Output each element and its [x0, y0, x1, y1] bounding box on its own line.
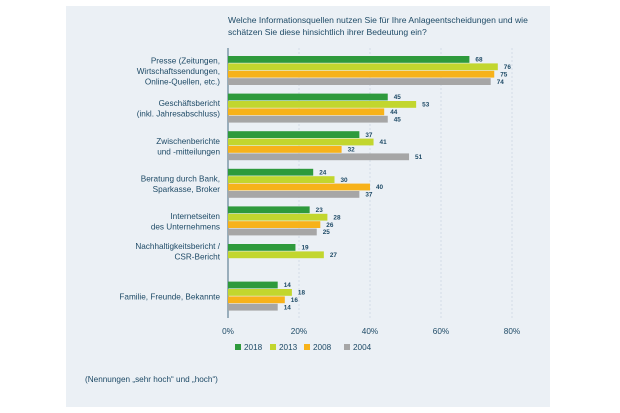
bar — [228, 131, 360, 138]
x-tick-label: 20% — [291, 327, 307, 336]
data-label: 27 — [330, 252, 338, 259]
category-label: Wirtschaftssendungen, — [137, 67, 220, 76]
bar — [228, 176, 335, 183]
bar — [228, 115, 388, 123]
bar — [228, 244, 296, 251]
legend-label: 2018 — [244, 343, 263, 352]
category-label: (inkl. Jahresabschluss) — [137, 110, 221, 119]
x-tick-label: 80% — [504, 327, 520, 336]
bar — [228, 101, 417, 108]
bar — [228, 93, 388, 101]
data-label: 37 — [365, 192, 373, 199]
bar — [228, 108, 385, 116]
bar — [228, 206, 310, 214]
bar — [228, 251, 324, 259]
footnote: (Nennungen „sehr hoch“ und „hoch“) — [85, 375, 218, 384]
bar — [228, 146, 342, 153]
bar — [228, 213, 328, 221]
category-label: Sparkasse, Broker — [153, 185, 221, 194]
bar — [228, 138, 374, 146]
data-label: 37 — [365, 132, 373, 139]
data-label: 74 — [497, 79, 505, 86]
data-label: 14 — [284, 304, 292, 311]
bar — [228, 289, 292, 296]
bar — [228, 78, 491, 85]
data-label: 75 — [500, 71, 508, 78]
bar — [228, 191, 360, 198]
bar — [228, 183, 370, 191]
legend-label: 2004 — [353, 343, 372, 352]
legend-label: 2013 — [279, 343, 298, 352]
data-label: 76 — [504, 64, 512, 71]
category-label: Presse (Zeitungen, — [151, 56, 220, 65]
data-label: 44 — [390, 109, 398, 116]
data-label: 18 — [298, 290, 306, 297]
category-label: und -mitteilungen — [157, 147, 220, 156]
legend-swatch — [304, 344, 310, 350]
bar — [228, 303, 278, 311]
x-tick-label: 0% — [222, 327, 234, 336]
category-label: Geschäftsbericht — [159, 99, 221, 108]
data-label: 14 — [284, 282, 292, 289]
bar — [228, 153, 410, 161]
data-label: 45 — [394, 116, 402, 123]
data-label: 40 — [376, 184, 384, 191]
bar — [228, 221, 321, 228]
x-tick-label: 40% — [362, 327, 378, 336]
data-label: 32 — [348, 147, 356, 154]
legend-swatch — [235, 344, 241, 350]
data-label: 45 — [394, 94, 402, 101]
data-label: 23 — [316, 207, 324, 214]
x-tick-label: 60% — [433, 327, 449, 336]
data-label: 28 — [333, 214, 341, 221]
category-label: des Unternehmens — [151, 222, 220, 231]
bar — [228, 281, 278, 289]
bar — [228, 228, 317, 236]
bar — [228, 63, 498, 71]
bar — [228, 70, 495, 78]
legend-swatch — [344, 344, 350, 350]
category-label: Beratung durch Bank, — [141, 174, 220, 183]
bar — [228, 56, 470, 63]
bar — [228, 168, 314, 176]
data-label: 68 — [475, 57, 483, 64]
chart-title: Welche Informationsquellen nutzen Sie fü… — [228, 15, 528, 37]
data-label: 53 — [422, 102, 430, 109]
data-label: 16 — [291, 297, 299, 304]
data-label: 25 — [323, 229, 331, 236]
bar — [228, 296, 285, 304]
data-label: 41 — [380, 139, 388, 146]
legend-label: 2008 — [313, 343, 332, 352]
category-label: Internetseiten — [170, 212, 220, 221]
category-label: CSR-Bericht — [175, 253, 221, 262]
category-label: Online-Quellen, etc.) — [145, 77, 220, 86]
data-label: 24 — [319, 169, 327, 176]
category-label: Zwischenberichte — [156, 137, 220, 146]
data-label: 51 — [415, 154, 423, 161]
category-label: Familie, Freunde, Bekannte — [119, 292, 220, 301]
category-label: Nachhaltigkeitsbericht / — [135, 242, 220, 251]
data-label: 26 — [326, 222, 334, 229]
data-label: 19 — [301, 245, 309, 252]
legend-swatch — [270, 344, 276, 350]
data-label: 30 — [341, 177, 349, 184]
